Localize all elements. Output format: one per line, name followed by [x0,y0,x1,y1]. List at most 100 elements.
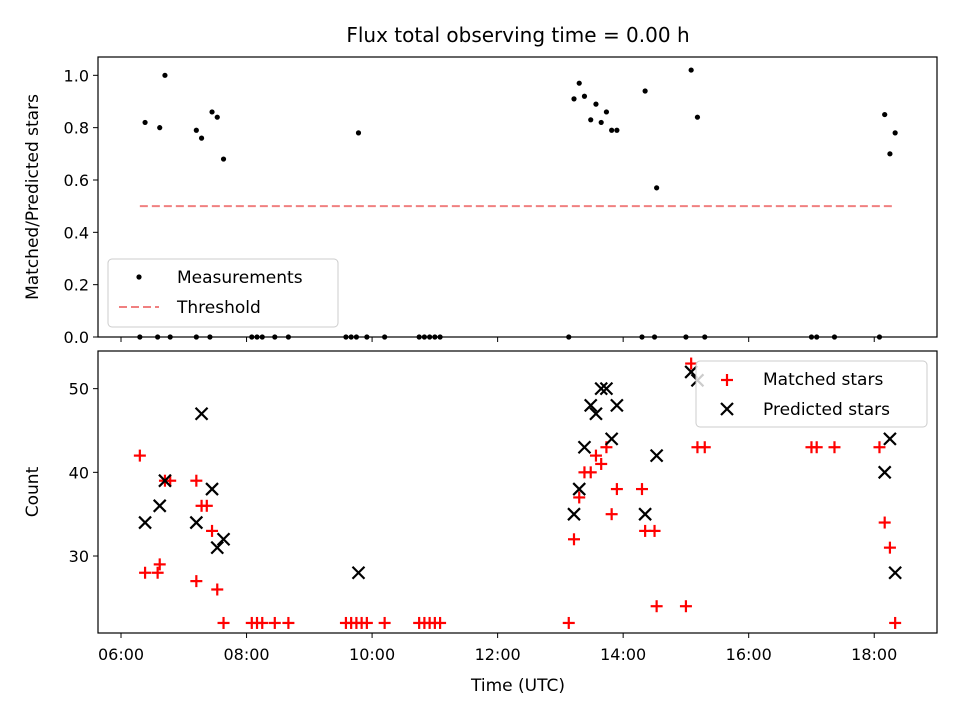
top-x-axis [120,337,875,342]
predicted-star-point [152,499,167,513]
matched-star-point [153,558,166,571]
measurement-point [702,334,708,340]
measurement-point [831,334,838,340]
measurement-point [220,156,227,162]
measurement-point [207,334,213,340]
measurement-point [887,151,893,157]
measurement-point [581,93,588,99]
measurement-point [892,130,898,136]
predicted-star-point [589,406,603,421]
legend-predicted-marker [720,402,734,416]
matched-star-point [200,499,213,512]
bottom-series [133,357,902,629]
matched-star-point [190,575,203,588]
matched-star-point [605,508,618,521]
bottom-x-tick-label: 12:00 [475,645,521,664]
top-y-axis-label: Matched/Predicted stars [23,94,43,300]
predicted-star-point [583,398,598,413]
measurement-point [142,119,148,126]
bottom-x-tick-label: 16:00 [726,645,772,664]
predicted-star-point [638,507,652,521]
matched-star-point [873,441,886,454]
bottom-plot-frame [97,350,938,634]
measurement-point [272,334,278,340]
bottom-legend-box [695,360,928,428]
top-y-tick-label: 0.8 [64,119,89,138]
measurement-point [654,185,660,191]
predicted-star-point [216,532,231,547]
measurement-point [808,334,815,340]
matched-star-point [190,474,203,487]
bottom-legend: Matched stars Predicted stars [695,360,928,428]
bottom-x-tick-label: 18:00 [851,645,897,664]
matched-star-point [650,600,663,613]
predicted-star-point [594,381,608,396]
predicted-star-point [883,432,897,446]
measurement-point [814,334,820,340]
predicted-star-point [684,365,698,379]
matched-star-point [698,441,711,454]
measurement-point [364,334,370,340]
bottom-x-axis: 06:00 08:00 10:00 12:00 14:00 16:00 18:00 [98,633,897,664]
predicted-star-point [138,515,152,530]
matched-star-point [567,533,580,546]
matched-star-point [139,566,152,579]
matched-star-point [217,616,230,629]
measurement-point [416,334,422,340]
measurement-point [382,334,388,340]
measurement-point [353,334,359,340]
matched-star-point [256,616,269,629]
matched-star-point [282,616,295,629]
matched-star-point [434,616,447,629]
legend-measurements-label: Measurements [177,268,303,288]
predicted-star-point [649,448,664,463]
top-panel: 0.0 0.2 0.4 0.6 0.8 1.0 Matched/Predicted sta… [23,56,938,347]
matched-star-point [889,616,902,629]
predicted-star-point [158,473,172,488]
measurement-point [254,334,260,340]
predicted-star-point [610,398,624,413]
measurement-point [598,119,604,126]
matched-star-point [133,449,146,462]
matched-star-point [360,616,373,629]
predicted-star-point [210,540,225,555]
predicted-star-point [888,565,902,580]
top-y-axis: 0.0 0.2 0.4 0.6 0.8 1.0 [64,66,98,347]
measurement-point [137,334,143,340]
legend-matched-marker [721,374,733,386]
measurement-point [642,88,648,94]
matched-star-point [648,524,661,537]
predicted-star-point [194,406,209,421]
measurement-point [683,334,689,340]
measurement-point [343,334,349,340]
matched-star-point [584,466,597,479]
matched-star-point [562,616,575,629]
top-y-tick-label: 0.2 [64,276,89,295]
matched-star-point [610,483,623,496]
measurement-point [285,334,291,340]
measurement-point [209,109,215,115]
measurement-point [421,334,427,340]
bottom-x-tick-label: 10:00 [349,645,395,664]
bottom-y-axis-label: Count [23,466,43,517]
predicted-star-point [599,381,614,396]
matched-star-point [595,457,608,470]
top-plot-frame [97,56,938,338]
measurement-point [193,127,199,133]
matched-star-point [378,616,391,629]
bottom-x-tick-label: 08:00 [223,645,269,664]
top-legend-box [107,258,339,328]
measurement-point [355,130,362,136]
bottom-x-axis-label: Time (UTC) [470,676,565,696]
measurement-point [155,334,161,340]
bottom-y-axis: 30 40 50 [69,380,98,566]
predicted-star-point [189,515,204,530]
predicted-star-point [205,482,219,496]
measurement-point [193,334,199,340]
legend-matched-label: Matched stars [763,370,883,390]
measurement-point [694,114,701,120]
matched-star-point [635,483,648,496]
matched-star-point [685,357,698,370]
measurement-point [603,109,610,115]
matched-star-point [878,516,891,529]
